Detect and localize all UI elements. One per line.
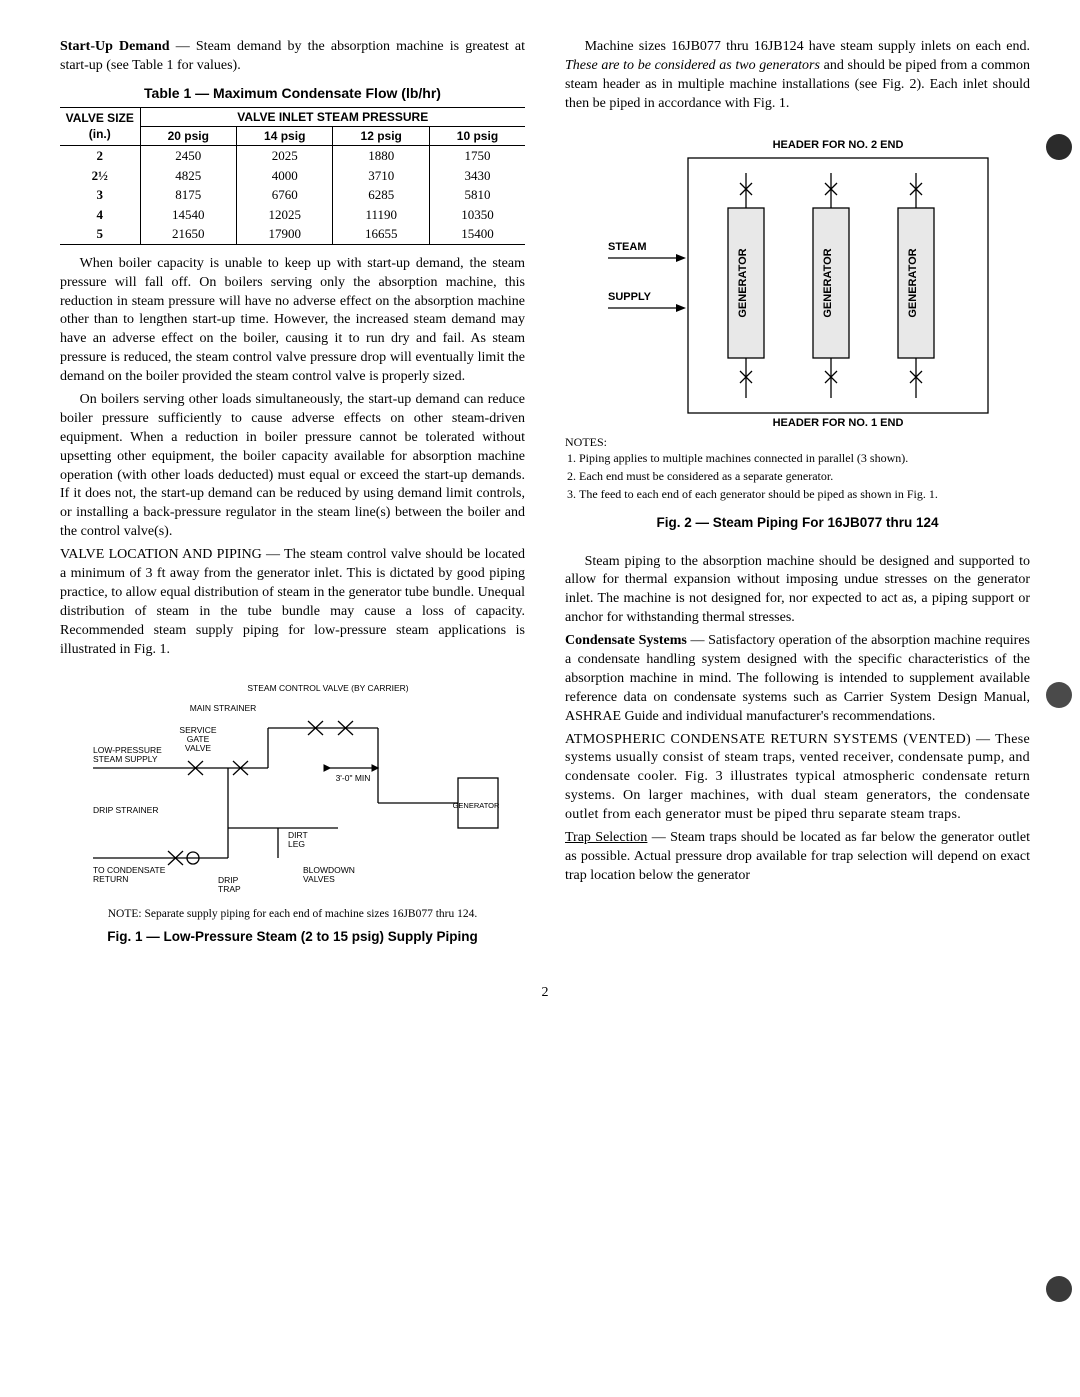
table1-title: Table 1 — Maximum Condensate Flow (lb/hr…	[60, 84, 525, 103]
table-row: 22450202518801750	[60, 146, 525, 166]
trap-selection-head: Trap Selection	[565, 830, 647, 845]
page-number: 2	[60, 984, 1030, 1003]
fig2-svg: HEADER FOR NO. 2 END HEADER FOR NO. 1 EN…	[588, 128, 1008, 428]
fig1-label-service-gate: SERVICEGATEVALVE	[179, 725, 216, 753]
table-row: 2½4825400037103430	[60, 166, 525, 186]
fig2-gen-3: GENERATOR	[907, 248, 919, 317]
startup-demand-para: Start-Up Demand — Steam demand by the ab…	[60, 38, 525, 76]
fig2-supply-label: SUPPLY	[608, 291, 652, 303]
table-row: 38175676062855810	[60, 185, 525, 205]
fig2-note-2: Each end must be considered as a separat…	[579, 468, 1030, 484]
fig1-label-min: 3'-0" MIN	[335, 773, 370, 783]
fig2-caption: Fig. 2 — Steam Piping For 16JB077 thru 1…	[565, 514, 1030, 532]
fig1-label-dirt-leg: DIRTLEG	[288, 830, 308, 849]
fig1-label-generator: GENERATOR	[452, 801, 499, 810]
figure-2: HEADER FOR NO. 2 END HEADER FOR NO. 1 EN…	[565, 128, 1030, 533]
fig1-svg: STEAM CONTROL VALVE (BY CARRIER) MAIN ST…	[78, 673, 508, 903]
startup-demand-head: Start-Up Demand	[60, 39, 170, 54]
fig1-note: NOTE: Separate supply piping for each en…	[60, 907, 525, 921]
table-row: 414540120251119010350	[60, 205, 525, 225]
table-row: 521650179001665515400	[60, 224, 525, 244]
fig1-label-steam-control: STEAM CONTROL VALVE (BY CARRIER)	[247, 683, 408, 693]
fig2-notes: Piping applies to multiple machines conn…	[565, 450, 1030, 503]
fig2-steam-label: STEAM	[608, 241, 647, 253]
fig1-label-main-strainer: MAIN STRAINER	[189, 703, 256, 713]
fig2-gen-2: GENERATOR	[822, 248, 834, 317]
condensate-systems-head: Condensate Systems	[565, 633, 687, 648]
table1-size-head: VALVE SIZE (in.)	[60, 107, 140, 145]
table1: VALVE SIZE (in.) VALVE INLET STEAM PRESS…	[60, 107, 525, 245]
table1-col-2: 12 psig	[333, 126, 429, 145]
fig2-notes-head: NOTES:	[565, 434, 1030, 450]
left-column: Start-Up Demand — Steam demand by the ab…	[60, 38, 525, 956]
left-p4: VALVE LOCATION AND PIPING — The steam co…	[60, 546, 525, 659]
table1-col-3: 10 psig	[429, 126, 525, 145]
left-p2: When boiler capacity is unable to keep u…	[60, 255, 525, 387]
fig2-header-top: HEADER FOR NO. 2 END	[772, 139, 903, 151]
table1-col-0: 20 psig	[140, 126, 236, 145]
right-p5: Trap Selection — Steam traps should be l…	[565, 829, 1030, 886]
fig2-note-1: Piping applies to multiple machines conn…	[579, 450, 1030, 466]
fig1-label-to-cond: TO CONDENSATERETURN	[93, 865, 166, 884]
fig2-note-3: The feed to each end of each generator s…	[579, 486, 1030, 502]
fig2-header-bot: HEADER FOR NO. 1 END	[772, 417, 903, 428]
fig1-caption: Fig. 1 — Low-Pressure Steam (2 to 15 psi…	[60, 928, 525, 946]
right-p4: ATMOSPHERIC CONDENSATE RETURN SYSTEMS (V…	[565, 731, 1030, 825]
right-column: Machine sizes 16JB077 thru 16JB124 have …	[565, 38, 1030, 956]
fig1-label-drip-strainer: DRIP STRAINER	[93, 805, 159, 815]
right-p1: Machine sizes 16JB077 thru 16JB124 have …	[565, 38, 1030, 114]
fig1-label-lp-supply: LOW-PRESSURESTEAM SUPPLY	[93, 745, 162, 764]
table1-col-1: 14 psig	[236, 126, 332, 145]
left-p3: On boilers serving other loads simultane…	[60, 391, 525, 542]
table1-group-head: VALVE INLET STEAM PRESSURE	[140, 107, 525, 126]
fig1-label-blowdown: BLOWDOWNVALVES	[303, 865, 355, 884]
right-p3: Condensate Systems — Satisfactory operat…	[565, 632, 1030, 726]
table1-body: 22450202518801750 2½4825400037103430 381…	[60, 146, 525, 245]
figure-1: STEAM CONTROL VALVE (BY CARRIER) MAIN ST…	[60, 673, 525, 946]
fig2-gen-1: GENERATOR	[737, 248, 749, 317]
right-p2: Steam piping to the absorption machine s…	[565, 553, 1030, 629]
fig1-label-drip-trap: DRIPTRAP	[218, 875, 241, 894]
